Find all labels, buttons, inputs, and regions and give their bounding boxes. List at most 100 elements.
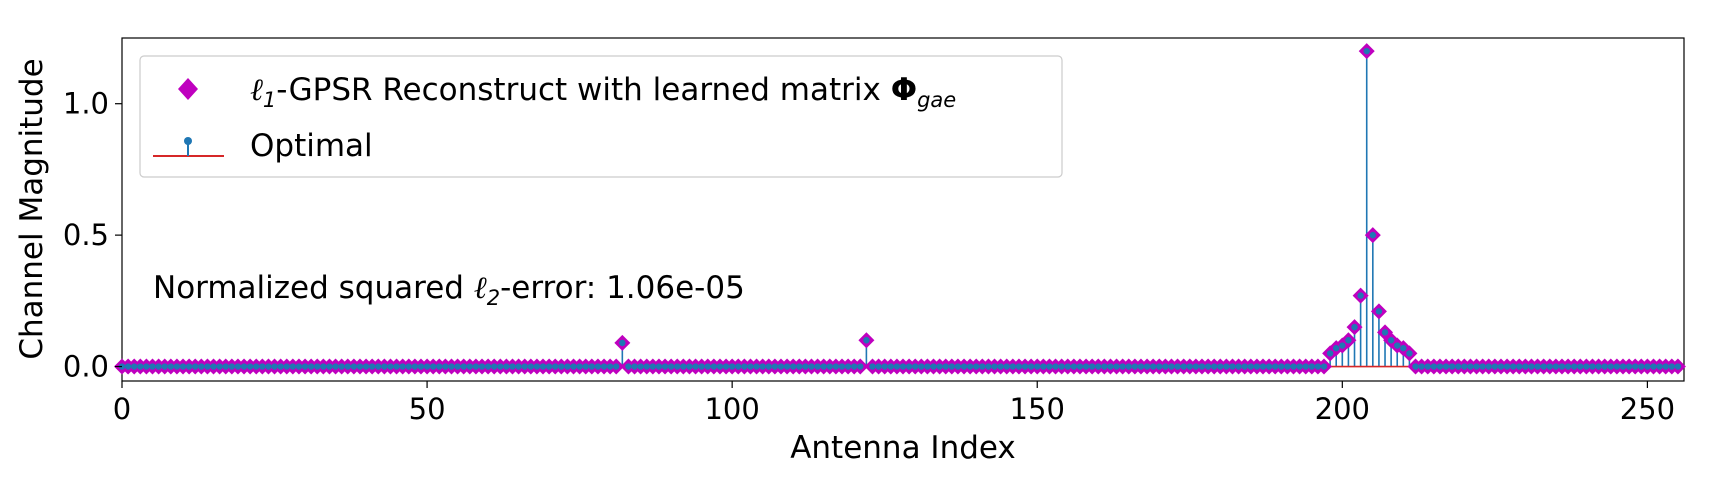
stem-head <box>1333 344 1340 352</box>
stem-head <box>1589 363 1596 370</box>
stem-head <box>1095 363 1102 370</box>
stem-head <box>344 363 351 370</box>
stem-head <box>509 363 516 370</box>
stem-head <box>838 363 846 370</box>
stem-head <box>1558 363 1566 370</box>
stem-head <box>137 363 144 370</box>
stem-head <box>954 363 962 370</box>
stem-head <box>722 363 730 370</box>
stem-head <box>1210 363 1218 370</box>
stem-head <box>368 363 376 370</box>
stem-head <box>1217 363 1224 370</box>
stem-head <box>381 363 388 370</box>
stem-head <box>1229 363 1236 370</box>
stem-head <box>692 363 699 370</box>
stem-head <box>1235 363 1242 370</box>
stem-head <box>1302 363 1309 370</box>
stem-head <box>1601 363 1608 370</box>
stem-head <box>1644 363 1651 370</box>
stem-head <box>198 363 205 370</box>
stem-head <box>588 363 596 370</box>
stem-head <box>1473 363 1480 370</box>
stem-head <box>1674 363 1682 370</box>
stem-head <box>698 363 705 370</box>
stem-head <box>637 363 644 370</box>
stem-head <box>149 363 156 370</box>
stem-head <box>802 363 809 370</box>
stem-head <box>1271 363 1279 370</box>
stem-head <box>613 363 620 370</box>
stem-head <box>375 363 382 370</box>
stem-head <box>1003 363 1010 370</box>
stem-head <box>1137 363 1145 370</box>
stem-head <box>1119 363 1126 370</box>
stem-head <box>570 363 577 370</box>
legend-phi: Φ <box>891 72 917 108</box>
stem-head <box>143 363 150 370</box>
stem-head <box>1394 342 1401 349</box>
stem-head <box>1009 363 1017 370</box>
stem-head <box>680 363 687 370</box>
stem-head <box>1088 363 1096 370</box>
stem-head <box>631 363 638 370</box>
stem-head <box>552 363 559 370</box>
stem-head <box>1070 363 1078 370</box>
stem-head <box>558 363 565 370</box>
stem-head <box>210 363 217 370</box>
stem-head <box>1412 363 1419 370</box>
stem-head <box>716 363 724 370</box>
stem-head <box>1125 363 1132 370</box>
stem-head <box>1101 363 1108 370</box>
stem-head <box>1381 329 1389 336</box>
stem-head <box>899 363 907 370</box>
stem-head <box>667 363 675 370</box>
stem-head <box>1174 363 1181 370</box>
stem-head <box>460 363 467 370</box>
stem-head <box>759 363 766 370</box>
stem-head <box>185 363 193 370</box>
stem-head <box>1522 363 1529 370</box>
stem-head <box>332 363 339 370</box>
stem-head <box>240 363 248 370</box>
stem-head <box>1339 342 1346 349</box>
stem-head <box>1656 363 1663 370</box>
stem-head <box>973 363 980 370</box>
stem-head <box>338 363 345 370</box>
stem-head <box>222 363 229 370</box>
stem-head <box>1021 363 1029 370</box>
stem-head <box>1265 363 1273 370</box>
stem-head <box>356 363 364 370</box>
stem-head <box>1259 363 1267 370</box>
stem-head <box>1577 363 1584 370</box>
stem-head <box>320 363 327 370</box>
stem-head <box>1631 363 1639 370</box>
stem-head <box>625 363 632 370</box>
stem-head <box>1253 363 1261 370</box>
stem-head <box>918 363 925 370</box>
stem-head <box>1284 363 1291 370</box>
stem-head <box>192 363 199 370</box>
stem-head <box>1595 363 1602 370</box>
legend-reconstruct-text: -GPSR Reconstruct with learned matrix <box>276 72 890 108</box>
stem-head <box>228 363 236 370</box>
legend-label-optimal: Optimal <box>250 128 373 164</box>
stem-head <box>161 363 168 370</box>
stem-head <box>490 363 498 370</box>
stem-head <box>808 363 815 370</box>
stem-head <box>1570 363 1578 370</box>
stem-head <box>606 363 614 370</box>
stem-head <box>1540 363 1547 370</box>
stem-head <box>423 363 431 370</box>
stem-head <box>1149 363 1157 370</box>
stem-head <box>545 363 553 370</box>
stem-head <box>863 337 870 344</box>
stem-head <box>1052 363 1059 370</box>
stem-head <box>1345 337 1352 344</box>
legend-diamond-marker <box>178 78 198 100</box>
stem-head <box>741 363 748 370</box>
legend-ell: ℓ <box>250 72 263 108</box>
stem-head <box>1424 363 1431 370</box>
stem-head <box>985 363 992 370</box>
stem-head <box>216 363 223 370</box>
